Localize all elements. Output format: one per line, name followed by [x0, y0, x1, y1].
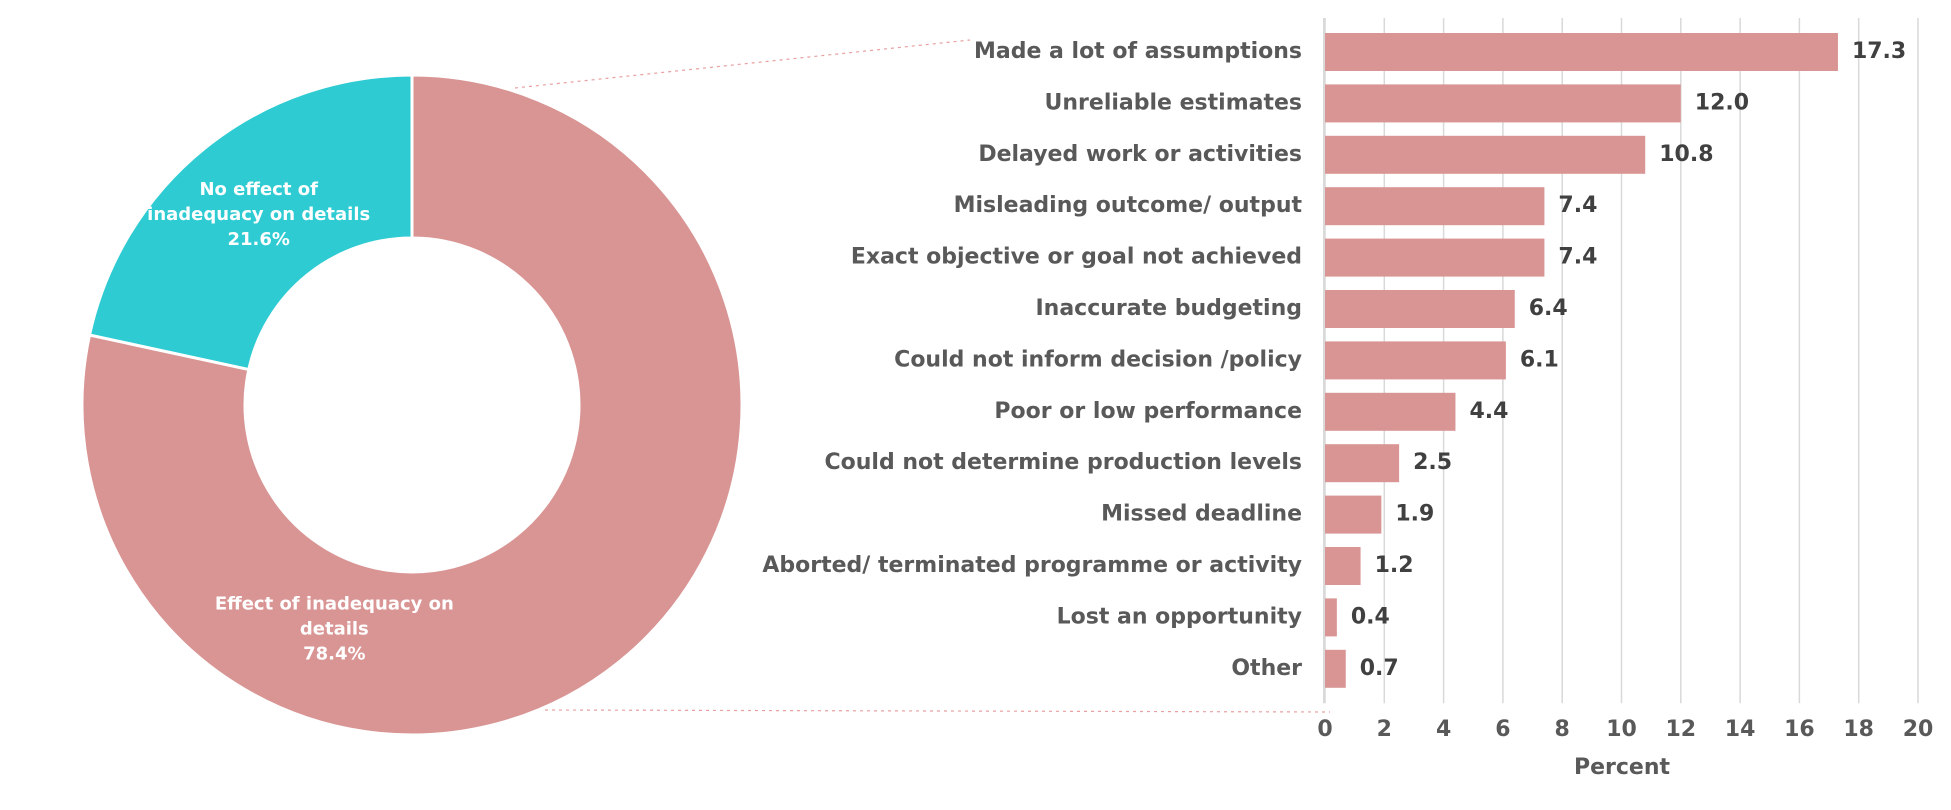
connector-top	[514, 39, 971, 89]
bar-value-label: 4.4	[1469, 399, 1508, 424]
category-label: Made a lot of assumptions	[974, 39, 1302, 64]
x-axis-title: Percent	[1574, 755, 1671, 780]
category-label: Unreliable estimates	[1045, 90, 1302, 115]
bar-value-label: 1.9	[1395, 502, 1434, 527]
category-label: Could not determine production levels	[824, 450, 1302, 475]
bar-value-label: 7.4	[1558, 245, 1597, 270]
x-tick-label: 2	[1377, 717, 1392, 742]
bar-chart-x-axis: Percent 0 2 4 6 8 10 12 14 16 18 20	[1317, 717, 1933, 780]
donut-slice-0	[87, 73, 414, 372]
bar-value-label: 2.5	[1413, 450, 1452, 475]
category-label: Aborted/ terminated programme or activit…	[762, 553, 1302, 578]
bar-10	[1325, 547, 1361, 585]
x-tick-label: 12	[1665, 717, 1696, 742]
bar-12	[1325, 649, 1346, 688]
x-tick-label: 4	[1436, 717, 1451, 742]
donut-slice-1	[80, 73, 744, 737]
connector-bottom	[544, 709, 1331, 713]
x-tick-label: 14	[1725, 717, 1756, 742]
donut-slice-label: details	[300, 619, 369, 640]
category-label: Delayed work or activities	[978, 142, 1302, 167]
bar-7	[1325, 392, 1456, 431]
bar-11	[1325, 598, 1337, 637]
bar-1	[1325, 84, 1681, 123]
donut-slice-value-label: 78.4%	[303, 644, 365, 665]
bar-value-label: 6.4	[1529, 296, 1568, 321]
bar-value-label: 10.8	[1659, 142, 1713, 167]
bar-4	[1325, 238, 1545, 277]
x-tick-label: 8	[1555, 717, 1570, 742]
bar-3	[1325, 187, 1545, 226]
bar-value-label: 1.2	[1375, 553, 1414, 578]
connector-lines	[514, 39, 1331, 713]
donut-slice-label: No effect of	[199, 179, 318, 200]
x-tick-label: 16	[1784, 717, 1815, 742]
donut-slice-value-label: 21.6%	[227, 229, 289, 250]
bar-5	[1325, 290, 1515, 328]
bar-value-label: 12.0	[1695, 90, 1749, 115]
category-label: Other	[1231, 656, 1302, 681]
x-tick-label: 20	[1903, 717, 1934, 742]
x-tick-label: 18	[1843, 717, 1874, 742]
bar-8	[1325, 444, 1400, 483]
category-label: Lost an opportunity	[1057, 604, 1302, 629]
bar-value-label: 17.3	[1852, 39, 1906, 64]
bar-0	[1325, 33, 1838, 71]
category-label: Poor or low performance	[994, 399, 1302, 424]
category-label: Misleading outcome/ output	[954, 193, 1303, 218]
donut-slice-label: Effect of inadequacy on	[215, 594, 454, 615]
x-tick-label: 6	[1495, 717, 1510, 742]
bar-value-label: 7.4	[1558, 193, 1597, 218]
bar-chart: Made a lot of assumptions 17.3 Unreliable …	[762, 33, 1906, 688]
donut-slice-label: inadequacy on details	[147, 204, 370, 225]
donut-chart: No effect of inadequacy on details 21.6% Ef…	[80, 73, 744, 737]
bar-6	[1325, 341, 1506, 380]
category-label: Could not inform decision /policy	[894, 347, 1302, 372]
bar-2	[1325, 135, 1646, 174]
bar-9	[1325, 495, 1382, 534]
bar-value-label: 6.1	[1520, 347, 1559, 372]
x-tick-label: 0	[1317, 717, 1332, 742]
bar-value-label: 0.7	[1360, 656, 1399, 681]
x-tick-label: 10	[1606, 717, 1637, 742]
bar-value-label: 0.4	[1351, 604, 1390, 629]
category-label: Inaccurate budgeting	[1035, 296, 1302, 321]
category-label: Exact objective or goal not achieved	[851, 245, 1302, 270]
category-label: Missed deadline	[1101, 502, 1302, 527]
bar-chart-gridlines	[1323, 18, 1919, 704]
